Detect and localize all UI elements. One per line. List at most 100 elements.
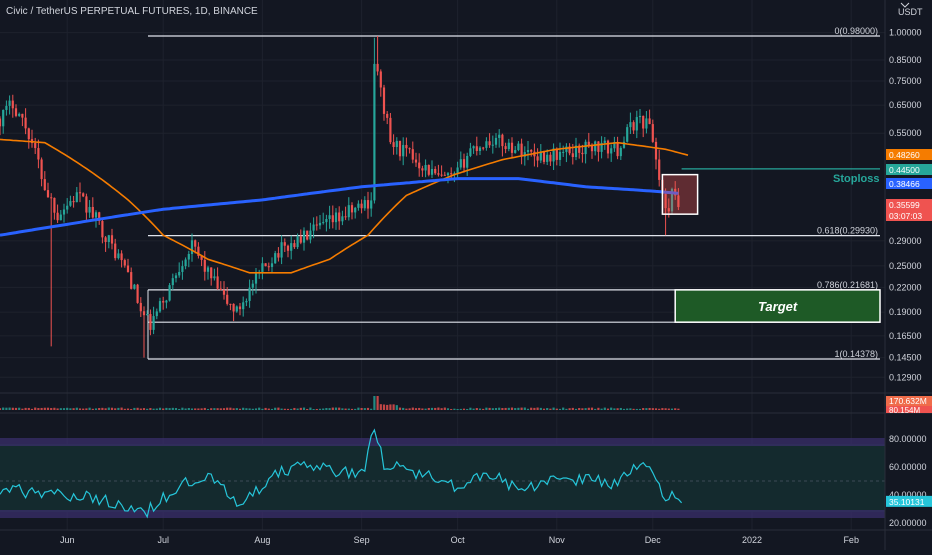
- price-axis-label: 0.85000: [889, 55, 922, 65]
- candle: [37, 148, 40, 160]
- candle: [56, 212, 59, 221]
- candle: [286, 245, 290, 251]
- volume-bar: [299, 407, 302, 410]
- candle: [472, 146, 475, 149]
- candle: [59, 214, 62, 221]
- volume-bar: [405, 408, 408, 410]
- volume-bar: [181, 407, 184, 410]
- price-axis-label: 0.75000: [889, 76, 922, 86]
- volume-bar: [149, 408, 152, 410]
- candle: [600, 142, 603, 152]
- volume-bar: [296, 408, 299, 410]
- candle: [85, 196, 88, 213]
- candle: [590, 145, 594, 152]
- volume-bar: [238, 408, 242, 410]
- volume-bar: [85, 408, 88, 410]
- volume-bar: [53, 407, 56, 410]
- candle: [347, 205, 350, 218]
- candle: [626, 127, 629, 142]
- candle: [312, 224, 315, 231]
- candle: [91, 206, 94, 218]
- candle: [344, 216, 347, 218]
- volume-bar: [638, 408, 642, 410]
- candle: [98, 212, 101, 221]
- price-badge: [886, 199, 932, 210]
- volume-bar: [82, 408, 85, 410]
- candle: [478, 147, 482, 151]
- price-axis-label: 0.14500: [889, 353, 922, 363]
- candle: [184, 259, 187, 267]
- volume-bar: [40, 407, 43, 410]
- volume-bar: [78, 408, 82, 410]
- time-axis[interactable]: Jun Jul Aug Sep Oct Nov Dec 2022 Feb: [60, 535, 859, 545]
- candle: [475, 146, 478, 151]
- volume-bar: [283, 408, 286, 410]
- candle: [293, 243, 296, 248]
- candle: [104, 237, 107, 242]
- candle: [251, 283, 254, 288]
- candle: [523, 152, 526, 157]
- entry-box[interactable]: [661, 173, 699, 215]
- volume-bar: [18, 407, 21, 410]
- candle: [606, 140, 610, 154]
- volume-bar: [187, 408, 190, 410]
- candle: [485, 141, 488, 148]
- candle: [382, 87, 386, 114]
- volume-bar: [370, 408, 373, 410]
- candle: [21, 113, 24, 118]
- rsi-axis-label: 20.00000: [889, 518, 927, 528]
- candle: [280, 242, 283, 258]
- candle: [203, 259, 206, 272]
- candle: [392, 142, 395, 148]
- candle: [194, 240, 197, 247]
- volume-bar: [382, 404, 386, 410]
- volume-bar: [600, 408, 603, 410]
- candle: [302, 230, 306, 243]
- volume-bar: [590, 407, 594, 410]
- candle: [379, 71, 382, 88]
- volume-bar: [424, 408, 427, 410]
- volume-bar: [258, 407, 261, 410]
- candle: [434, 169, 437, 174]
- target-label: Target: [758, 299, 798, 314]
- candle: [594, 141, 597, 152]
- candle: [232, 303, 235, 312]
- candle: [530, 150, 533, 152]
- candle: [667, 208, 670, 212]
- candle: [248, 287, 251, 301]
- price-axis[interactable]: 1.00000 0.85000 0.75000 0.65000 0.55000 0.290…: [889, 28, 922, 383]
- candle: [197, 246, 200, 256]
- volume-bar: [552, 407, 555, 410]
- candle: [418, 162, 421, 169]
- fib-level-label: 0.618(0.29930): [817, 226, 878, 236]
- price-badge-label: 0.44500: [889, 165, 920, 175]
- candle: [558, 151, 562, 160]
- candle: [216, 276, 219, 289]
- volume-bar: [574, 408, 578, 410]
- candle: [34, 143, 37, 149]
- currency-dropdown-icon[interactable]: [900, 2, 910, 8]
- target-box[interactable]: [674, 289, 881, 323]
- candle: [520, 143, 523, 157]
- volume-bar: [453, 408, 456, 410]
- volume-bar: [498, 407, 501, 410]
- candle: [242, 302, 245, 310]
- candle: [469, 148, 472, 156]
- volume-bar: [478, 408, 482, 410]
- candle: [446, 173, 450, 176]
- candle: [11, 100, 14, 109]
- candle: [421, 168, 424, 171]
- candle: [450, 173, 453, 175]
- candle: [395, 140, 398, 148]
- candle: [264, 263, 267, 267]
- volume-bar: [267, 408, 270, 410]
- stoploss-label: Stoploss: [833, 173, 879, 185]
- candle: [555, 148, 558, 160]
- candle: [453, 173, 456, 175]
- volume-bar: [24, 407, 27, 410]
- volume-bar: [558, 408, 562, 410]
- volume-bar: [434, 407, 437, 410]
- candle: [402, 144, 405, 157]
- volume-bar: [88, 407, 91, 410]
